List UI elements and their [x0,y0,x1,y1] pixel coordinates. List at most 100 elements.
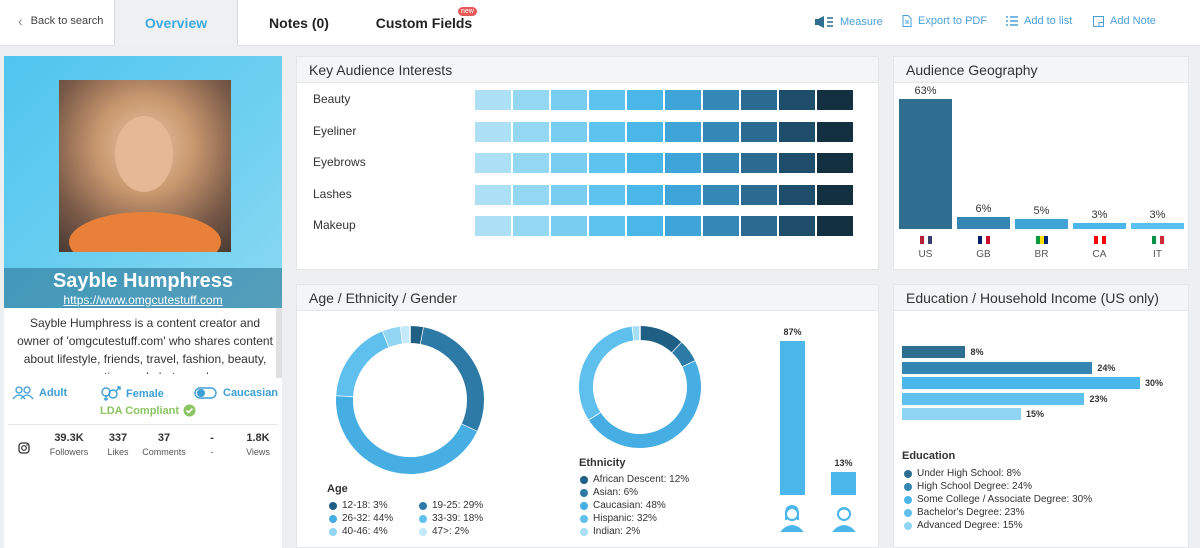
legend-dot [904,482,912,491]
list-icon [1006,16,1018,26]
legend-label: Asian: 6% [593,487,639,498]
interest-segment [551,90,587,110]
interest-segment [551,121,587,142]
gender-bar [831,471,856,495]
interest-segment [513,184,549,205]
note-icon [1093,15,1104,27]
stat-views-value: 1.8K [246,432,270,444]
interest-segment [551,153,587,173]
legend-dot [329,527,337,536]
geo-country-label: BR [1034,249,1049,260]
legend-dot [580,475,588,484]
legend-label: 47>: 2% [432,526,469,537]
pdf-icon [902,15,912,27]
gender-bar [780,341,805,495]
donut-slice [400,326,411,344]
legend-dot [580,501,588,510]
instagram-icon[interactable] [18,442,30,454]
flag-icon [1035,236,1048,244]
profile-attributes: Adult Female Caucasian [4,384,282,424]
attribute-gender-label: Female [126,388,164,400]
legend-item: 19-25: 29% [419,500,483,511]
legend-dot [904,469,912,478]
interest-segment [551,184,587,205]
interest-segment [817,153,853,173]
tab-overview[interactable]: Overview [114,0,238,46]
profile-photo [59,80,231,252]
interest-label: Beauty [313,92,351,106]
profile-url-link[interactable]: https://www.omgcutestuff.com [63,293,223,307]
flag-icon [1151,236,1164,244]
interest-segment [703,121,739,142]
geo-value-label: 3% [1149,208,1166,221]
geo-bar [1131,222,1184,229]
donut-slice [671,342,696,368]
legend-dot [419,527,427,536]
stat-views: 1.8K Views [236,432,280,457]
female-person-icon [780,505,804,532]
toggle-icon [194,387,217,399]
interest-segment [475,121,511,142]
education-value-label: 15% [1026,409,1045,419]
interests-title: Key Audience Interests [297,57,878,83]
attribute-gender: Female [99,386,164,402]
measure-button[interactable]: Measure [814,15,883,29]
people-icon [12,386,34,400]
tab-notes[interactable]: Notes (0) [269,15,329,31]
legend-dot [580,488,588,497]
interest-segment [475,184,511,205]
legend-item: 40-46: 4% [329,526,388,537]
interest-segment [665,90,701,110]
age-donut-chart [336,326,484,474]
interest-bar [475,153,853,173]
add-to-list-button[interactable]: Add to list [1006,15,1072,27]
lda-compliance: LDA Compliant [100,404,196,417]
stat-followers: 39.3K Followers [44,432,94,457]
export-pdf-button[interactable]: Export to PDF [902,15,987,27]
stat-empty-label: - [210,447,214,457]
profile-hero [4,56,282,308]
legend-label: Advanced Degree: 15% [917,520,1023,531]
interest-segment [817,216,853,236]
legend-dot [580,514,588,523]
interest-segment [779,184,815,205]
stat-followers-value: 39.3K [54,432,84,444]
interest-segment [513,121,549,142]
gender-value-label: 13% [834,457,853,468]
geo-country-label: CA [1092,249,1107,260]
flag-icon [919,236,932,244]
stat-likes: 337 Likes [98,432,138,457]
interest-segment [817,184,853,205]
profile-bio: Sayble Humphress is a content creator an… [17,316,273,374]
add-note-button[interactable]: Add Note [1093,15,1156,27]
interest-segment [703,184,739,205]
profile-stats: 39.3K Followers 337 Likes 37 Comments - … [4,432,282,468]
education-card: Education / Household Income (US only) E… [893,284,1189,548]
education-value-label: 23% [1089,393,1108,404]
age-heading: Age [327,483,348,495]
legend-item: Under High School: 8% [904,468,1021,479]
bio-scrollbar[interactable] [276,308,282,378]
legend-item: High School Degree: 24% [904,481,1032,492]
legend-item: Advanced Degree: 15% [904,520,1023,531]
donut-slice-separator [419,327,425,345]
geo-country-label: GB [976,249,991,260]
interest-label: Lashes [313,186,352,201]
stats-divider [8,424,278,425]
tab-custom-fields[interactable]: Custom Fields [375,15,473,31]
donut-slice [588,361,701,448]
legend-item: Some College / Associate Degree: 30% [904,494,1092,505]
back-to-search-link[interactable]: ‹ Back to search [18,14,104,28]
interest-segment [589,153,625,173]
legend-dot [904,495,912,504]
legend-item: 33-39: 18% [419,513,483,524]
legend-label: Bachelor's Degree: 23% [917,507,1025,518]
legend-dot [329,501,337,510]
stat-views-label: Views [246,447,270,457]
interest-segment [589,184,625,205]
back-label: Back to search [30,15,104,27]
legend-item: Indian: 2% [580,526,640,537]
stat-followers-label: Followers [49,447,89,457]
interest-label: Makeup [313,218,356,232]
interest-segment [589,216,625,236]
